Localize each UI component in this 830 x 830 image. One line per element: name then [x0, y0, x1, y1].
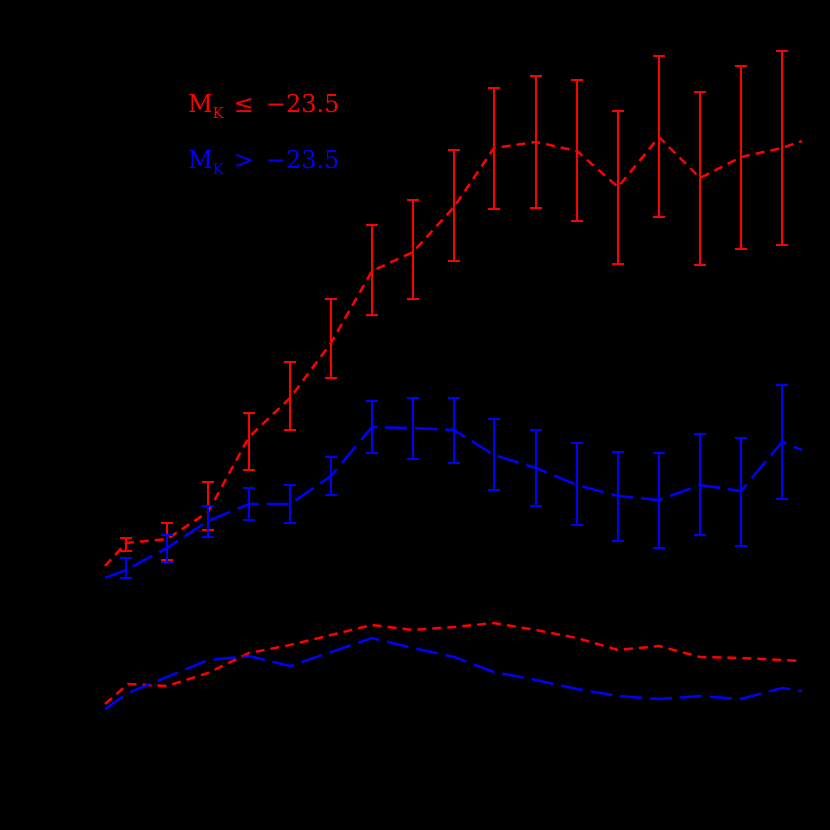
legend-entry-faint: MK > −23.5 [188, 146, 340, 177]
legend-label-main: M [188, 90, 213, 118]
legend-label-sub: K [212, 160, 224, 178]
series-layer [104, 50, 803, 711]
series-line-2 [104, 621, 803, 705]
legend-label-main: M [188, 146, 213, 174]
legend-value: −23.5 [265, 90, 340, 118]
legend-operator: ≤ [233, 90, 254, 118]
legend-label-sub: K [212, 104, 224, 122]
legend-operator: > [233, 146, 254, 174]
series-line-3 [104, 636, 803, 711]
legend-entry-bright: MK ≤ −23.5 [188, 90, 340, 121]
legend-value: −23.5 [265, 146, 340, 174]
series-line-1 [104, 425, 803, 580]
